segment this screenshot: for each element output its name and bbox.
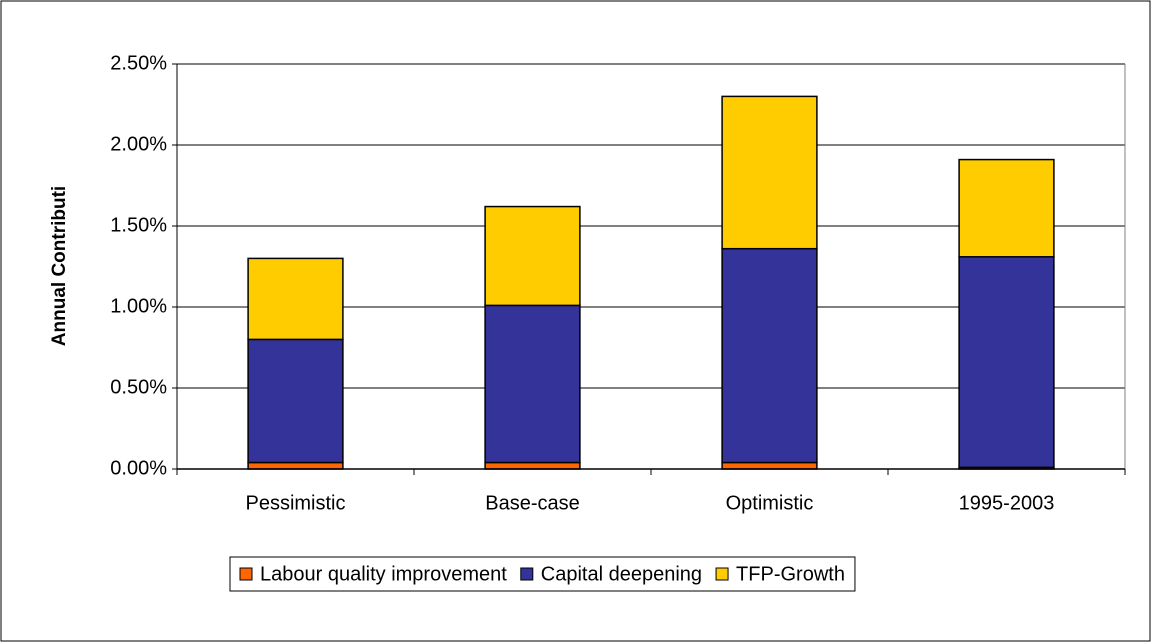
y-tick-label: 1.50% xyxy=(110,214,167,236)
x-tick-label: Pessimistic xyxy=(245,492,345,514)
bar-segment xyxy=(958,256,1055,469)
x-tick-label: 1995-2003 xyxy=(959,492,1055,514)
bar-segment xyxy=(484,304,581,464)
legend-swatch xyxy=(239,567,253,581)
legend-label: Labour quality improvement xyxy=(260,563,507,585)
bar-segment xyxy=(247,257,344,341)
bar-segment xyxy=(484,205,581,307)
y-tick-label: 0.00% xyxy=(110,457,167,479)
bar-segment xyxy=(958,158,1055,258)
y-tick-label: 1.00% xyxy=(110,295,167,317)
legend-label: Capital deepening xyxy=(541,563,702,585)
x-tick-label: Base-case xyxy=(485,492,580,514)
bar-segment xyxy=(247,461,344,470)
y-axis-label: Annual Contributi xyxy=(49,186,70,346)
y-tick-label: 2.50% xyxy=(110,52,167,74)
legend-box xyxy=(229,556,856,592)
legend-swatch xyxy=(520,567,534,581)
x-tick-label: Optimistic xyxy=(726,492,814,514)
bar-segment xyxy=(484,461,581,470)
bar-segment xyxy=(721,461,818,470)
legend-label: TFP-Growth xyxy=(736,563,845,585)
y-tick-label: 2.00% xyxy=(110,133,167,155)
bar-segment xyxy=(721,247,818,464)
bar-segment xyxy=(247,338,344,464)
y-tick-label: 0.50% xyxy=(110,376,167,398)
bar-segment xyxy=(721,95,818,250)
legend-swatch xyxy=(715,567,729,581)
